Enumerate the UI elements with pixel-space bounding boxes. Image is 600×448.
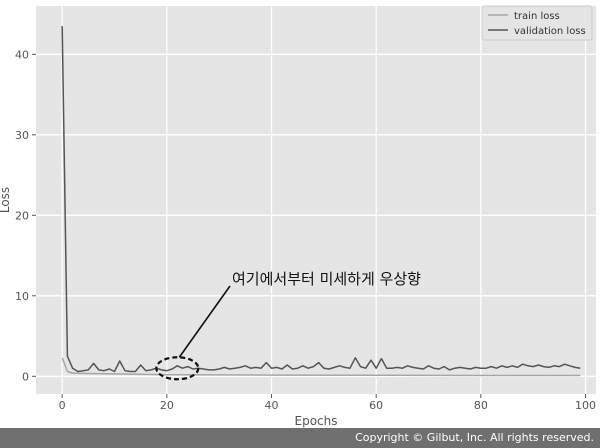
y-tick-label: 30	[15, 129, 29, 142]
y-tick-label: 20	[15, 209, 29, 222]
legend: train loss validation loss	[481, 5, 593, 41]
y-tick-label: 40	[15, 48, 29, 61]
y-tick-label: 10	[15, 290, 29, 303]
x-tick-label: 60	[369, 399, 383, 412]
y-tick-label: 0	[22, 370, 29, 383]
y-axis-label: Loss	[0, 187, 12, 213]
axes: 0 20 40 60 80 100 0 10 20 30 40 Epochs Loss	[0, 48, 596, 428]
series-line-train-loss	[61, 357, 581, 377]
legend-label: validation loss	[514, 26, 586, 37]
loss-chart: 0 20 40 60 80 100 0 10 20 30 40 Epochs Loss 여기에서부터 미…	[0, 5, 596, 428]
legend-box	[481, 5, 593, 41]
legend-label: train loss	[514, 11, 560, 22]
annotation-ellipse	[155, 356, 200, 381]
x-tick-label: 20	[160, 399, 174, 412]
series-line-validation-loss	[61, 26, 581, 373]
grid-lines	[36, 6, 596, 394]
plot-area	[36, 6, 596, 394]
x-tick-label: 100	[575, 399, 596, 412]
annotation-group: 여기에서부터 미세하게 우상향	[155, 270, 421, 381]
x-tick-label: 0	[59, 399, 66, 412]
annotation-text: 여기에서부터 미세하게 우상향	[232, 270, 421, 288]
x-tick-label: 80	[474, 399, 488, 412]
x-tick-label: 40	[265, 399, 279, 412]
annotation-pointer	[178, 285, 231, 358]
x-axis-label: Epochs	[295, 414, 338, 428]
series-lines	[61, 26, 581, 377]
copyright-footer: Copyright © Gilbut, Inc. All rights rese…	[0, 428, 600, 448]
